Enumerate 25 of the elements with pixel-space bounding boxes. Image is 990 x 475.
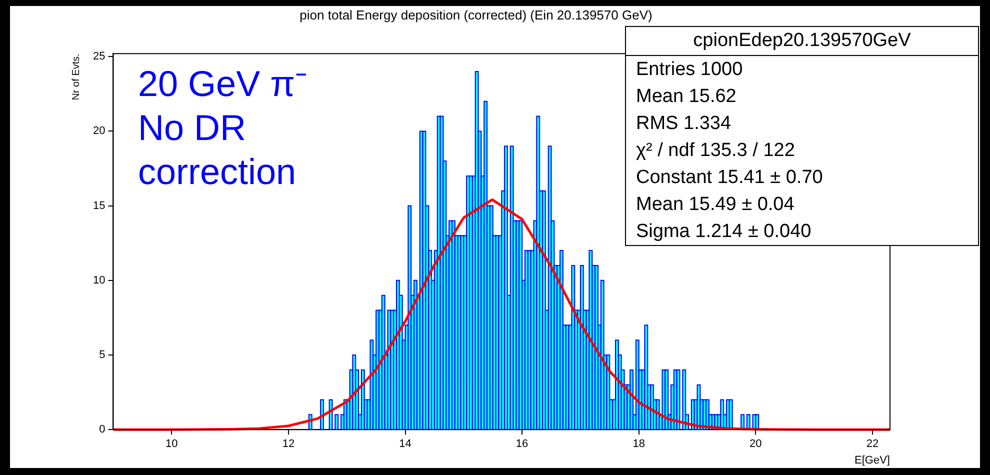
x-axis-title: E[GeV] [854,454,890,466]
text: cpionEdep20.139570GeV [693,30,911,51]
annotation: 20 GeV π⁻ No DR correction [138,62,307,194]
annotation: Constant 15.41 ± 0.70 [635,166,824,190]
y-tick-label: 5 [99,349,106,362]
x-tick-label: 10 [166,438,178,450]
x-tick-label: 18 [632,438,645,450]
y-axis-title: Nr of Evts. [70,54,82,100]
x-tick-label: 14 [399,438,412,450]
x-tick-label: 20 [750,438,762,450]
x-tick-label: 16 [516,438,528,450]
annotation: Entries 1000 [635,58,744,82]
y-tick-label: 20 [92,125,106,138]
y-tick-label: 0 [99,424,106,436]
x-tick-label: 22 [866,438,879,450]
chart-title: pion total Energy deposition (corrected) (Ein 20.139570 GeV) [300,7,652,22]
annotation: Mean 15.62 [635,85,738,109]
y-tick-label: 15 [92,200,106,212]
y-tick-label: 25 [92,50,106,63]
annotation: χ² / ndf 135.3 / 122 [635,139,796,163]
x-tick-label: 12 [282,438,295,450]
annotation: RMS 1.334 [635,112,732,136]
annotation: Sigma 1.214 ± 0.040 [635,220,812,244]
annotation: Mean 15.49 ± 0.04 [635,193,796,217]
y-tick-label: 10 [92,274,106,286]
